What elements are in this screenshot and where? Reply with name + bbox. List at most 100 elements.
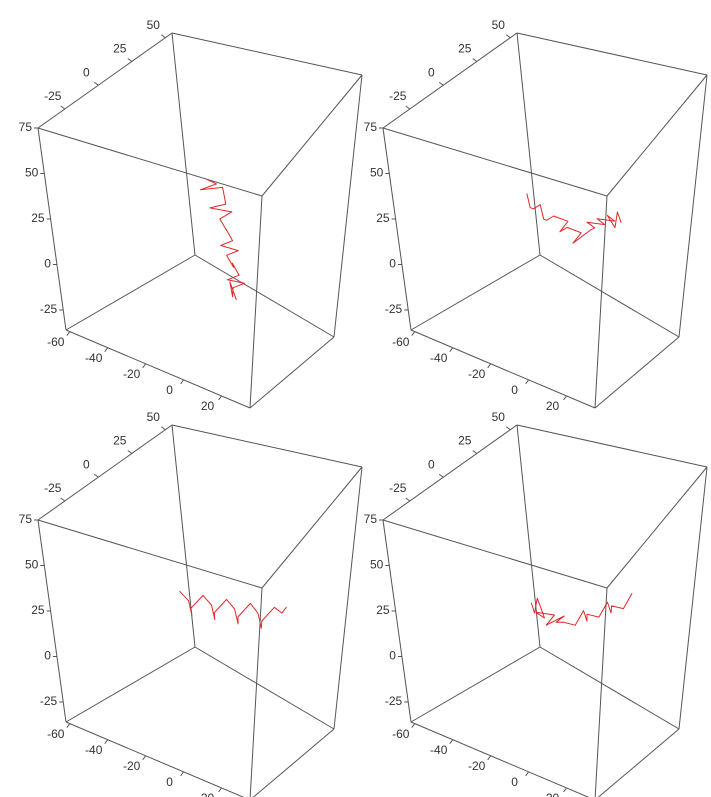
- z-tick-label: -25: [40, 694, 58, 708]
- x-tick-label: 0: [166, 775, 173, 789]
- x-tick-label: 0: [511, 383, 518, 397]
- box-edge: [678, 466, 708, 730]
- y-tick: [405, 497, 411, 502]
- z-tick-label: -25: [40, 302, 58, 316]
- box-edge: [410, 329, 596, 409]
- box-edge: [516, 424, 541, 648]
- x-tick: [563, 787, 567, 793]
- x-tick-label: 20: [546, 399, 560, 413]
- panel: -25 0 25 50 75 -60 -40 -20 0 20 -25 0 25 50: [364, 18, 708, 413]
- box-edge: [249, 195, 263, 409]
- box-edge: [194, 646, 335, 730]
- z-tick-label: 75: [19, 120, 33, 134]
- y-tick-label: -25: [44, 89, 62, 103]
- x-tick-label: 0: [511, 775, 518, 789]
- panel: -25 0 25 50 75 -60 -40 -20 0 20 -25 0 25 50: [364, 410, 708, 797]
- box-edge: [410, 254, 541, 331]
- box-edge: [382, 127, 412, 331]
- z-tick-label: 25: [376, 211, 390, 225]
- y-tick-label: -25: [389, 89, 407, 103]
- y-tick: [161, 34, 166, 39]
- box-edge: [594, 587, 608, 797]
- x-tick: [180, 771, 185, 777]
- box-edge: [37, 32, 173, 129]
- box-edge: [37, 127, 263, 197]
- chain-line: [526, 193, 622, 244]
- x-tick: [411, 723, 416, 728]
- box-edge: [65, 329, 251, 409]
- y-tick: [439, 81, 444, 86]
- box-edge: [65, 254, 196, 331]
- y-tick-label: 50: [492, 18, 506, 32]
- box-edge: [382, 519, 608, 589]
- y-tick: [127, 58, 133, 62]
- x-tick: [66, 723, 71, 728]
- z-tick-label: 75: [364, 120, 378, 134]
- y-tick: [506, 34, 511, 39]
- box-edge: [37, 424, 173, 521]
- chain-line: [199, 178, 245, 300]
- x-tick-label: -20: [468, 367, 486, 381]
- x-tick-label: -60: [47, 335, 65, 349]
- box-edge: [539, 254, 680, 338]
- box-edge: [382, 32, 518, 129]
- x-tick-label: -20: [468, 759, 486, 773]
- y-tick: [439, 473, 444, 478]
- x-tick-label: -60: [392, 335, 410, 349]
- y-tick-label: 25: [113, 434, 127, 448]
- x-tick-label: 20: [201, 791, 215, 797]
- box-edge: [171, 424, 363, 468]
- z-tick-label: 75: [19, 512, 33, 526]
- y-tick-label: 25: [113, 42, 127, 56]
- box-edge: [65, 721, 245, 797]
- y-tick-label: 0: [83, 457, 90, 471]
- z-tick-label: 25: [376, 603, 390, 617]
- box-edge: [606, 74, 708, 197]
- box-edge: [333, 466, 363, 730]
- box-edge: [333, 74, 363, 338]
- z-tick-label: 50: [25, 558, 39, 572]
- chain-line: [530, 592, 633, 626]
- y-tick: [472, 58, 478, 62]
- y-tick-label: 25: [458, 434, 472, 448]
- box-edge: [410, 646, 541, 723]
- box-edge: [252, 728, 335, 797]
- box-edge: [171, 32, 196, 256]
- x-tick-label: -20: [123, 367, 141, 381]
- y-tick: [94, 81, 99, 86]
- box-edge: [37, 127, 67, 331]
- z-tick-label: 0: [389, 649, 396, 663]
- box-edge: [594, 195, 608, 409]
- x-tick-label: -60: [47, 727, 65, 741]
- box-edge: [382, 519, 412, 723]
- z-tick-label: -25: [385, 302, 403, 316]
- box-edge: [37, 519, 67, 723]
- panel: -25 0 25 50 75 -60 -40 -20 0 20 -25 0 25 50: [19, 410, 363, 797]
- box-edge: [249, 336, 335, 409]
- y-tick-label: 0: [428, 65, 435, 79]
- box-edge: [606, 466, 708, 589]
- y-tick: [405, 105, 411, 110]
- box-edge: [516, 424, 708, 468]
- y-tick: [127, 450, 133, 454]
- x-tick: [218, 787, 222, 793]
- y-tick: [472, 450, 478, 454]
- x-tick-label: -40: [85, 351, 103, 365]
- y-tick-label: 50: [492, 410, 506, 424]
- x-tick: [180, 379, 185, 385]
- x-tick: [218, 395, 222, 401]
- z-tick-label: 50: [370, 166, 384, 180]
- box-edge: [382, 424, 518, 521]
- y-tick-label: -25: [389, 481, 407, 495]
- x-tick: [525, 771, 530, 777]
- box-edge: [516, 32, 708, 76]
- y-tick-label: 25: [458, 42, 472, 56]
- box-edge: [516, 32, 541, 256]
- x-tick-label: 0: [166, 383, 173, 397]
- box-edge: [594, 336, 680, 409]
- x-tick: [563, 395, 567, 401]
- z-tick-label: 0: [44, 257, 51, 271]
- chain-line: [179, 590, 287, 629]
- x-tick-label: -40: [430, 351, 448, 365]
- x-tick-label: -60: [392, 727, 410, 741]
